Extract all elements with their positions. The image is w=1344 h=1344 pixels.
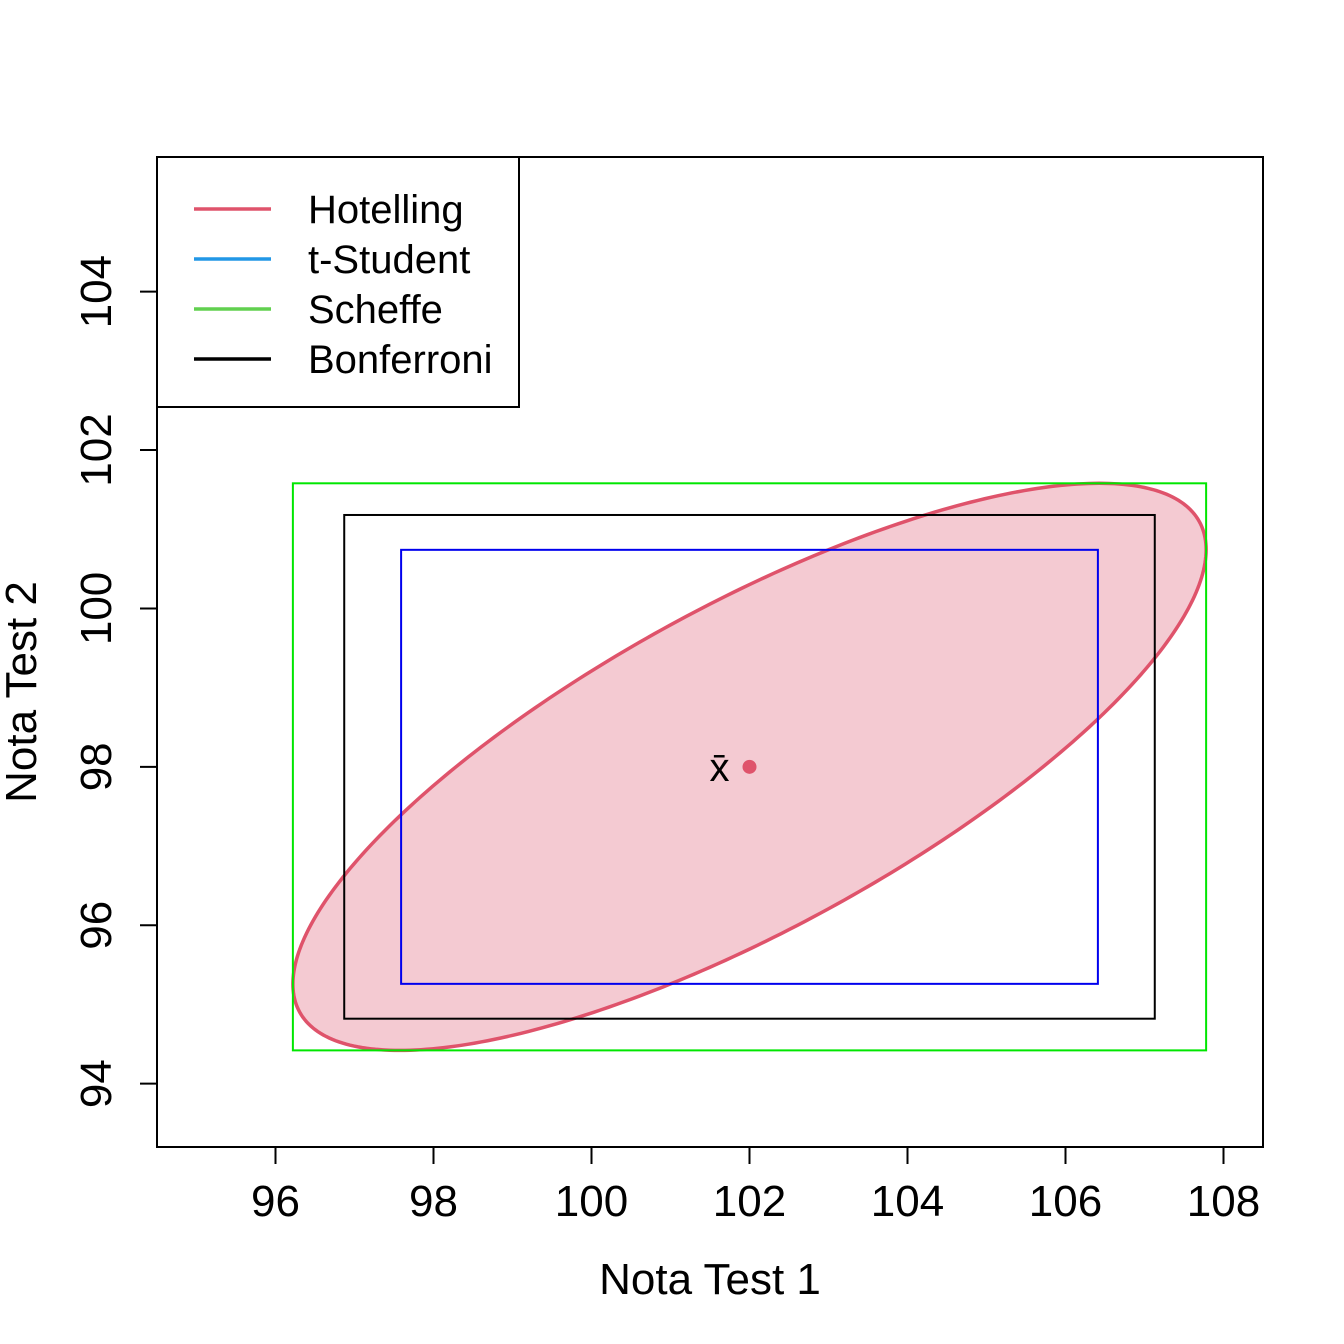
mean-point-label: x̄ (710, 746, 730, 790)
mean-point (742, 759, 757, 774)
x-tick-label: 108 (1187, 1177, 1260, 1226)
t-student-rectangle (400, 548, 1099, 985)
legend: Hotelling t-Student Scheffe Bonferroni (156, 156, 520, 408)
x-axis-title: Nota Test 1 (599, 1255, 821, 1304)
x-tick-label: 104 (871, 1177, 944, 1226)
y-tick-label: 96 (72, 901, 121, 950)
axes: 96 98 100 102 104 106 108 94 96 98 100 102 104 (72, 255, 1260, 1226)
y-tick-label: 98 (72, 742, 121, 791)
legend-label: t-Student (308, 238, 470, 282)
legend-box (156, 156, 520, 408)
data-layer: x̄ (291, 481, 1208, 1053)
x-tick-label: 98 (409, 1177, 458, 1226)
y-axis-title: Nota Test 2 (0, 581, 46, 803)
scheffe-rectangle (291, 482, 1208, 1052)
legend-label: Bonferroni (308, 338, 493, 382)
y-tick-label: 100 (72, 572, 121, 645)
y-tick-label: 104 (72, 255, 121, 328)
legend-label: Scheffe (308, 288, 443, 332)
x-tick-label: 106 (1029, 1177, 1102, 1226)
bonferroni-rectangle (343, 513, 1156, 1020)
x-tick-label: 102 (713, 1177, 786, 1226)
x-tick-label: 100 (555, 1177, 628, 1226)
y-tick-label: 94 (72, 1059, 121, 1108)
x-tick-label: 96 (251, 1177, 300, 1226)
legend-label: Hotelling (308, 188, 464, 232)
y-tick-label: 102 (72, 413, 121, 486)
